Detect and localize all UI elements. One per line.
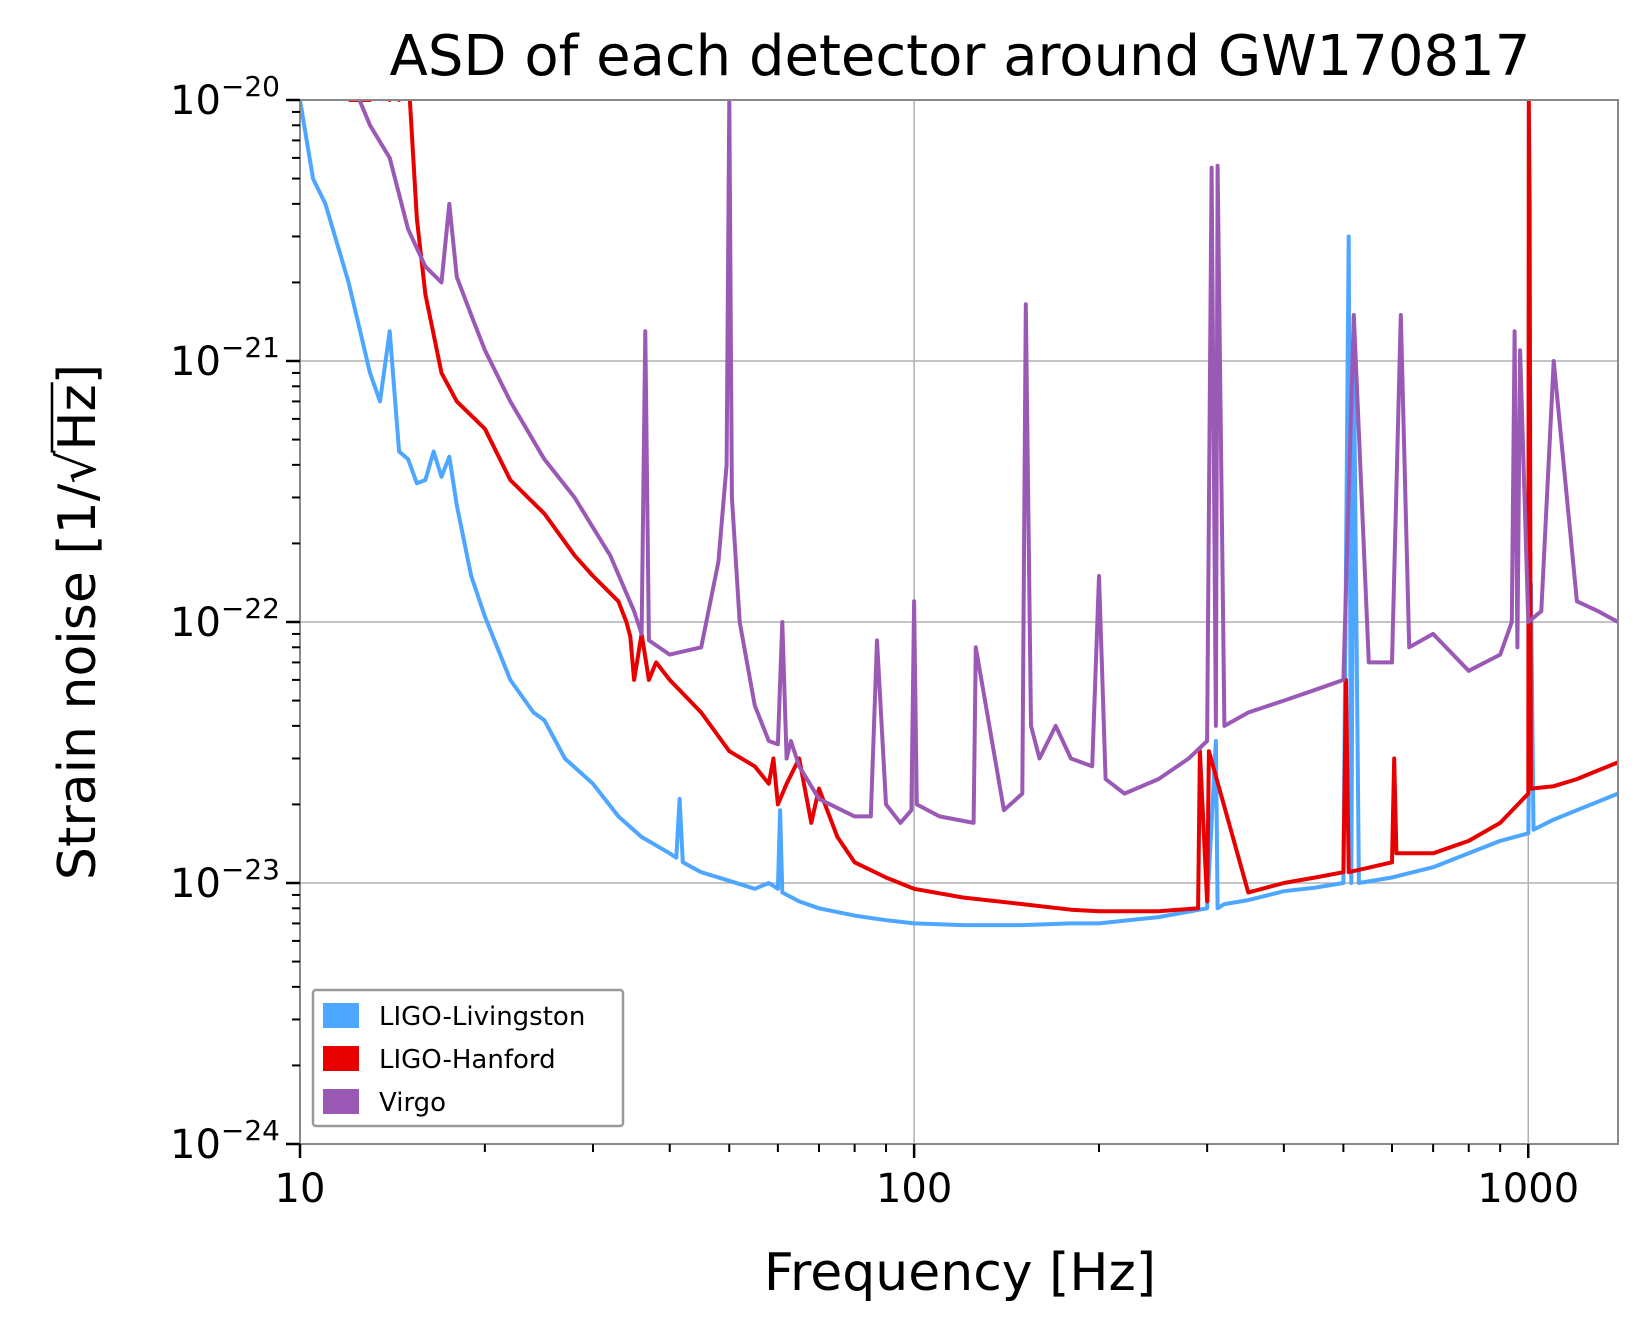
y-axis-label-prefix: Strain noise [1/: [48, 483, 108, 880]
series-line-virgo: [357, 100, 1618, 825]
legend-label-virgo: Virgo: [379, 1088, 446, 1118]
legend-box: [311, 988, 625, 1128]
y-tick-label-2: 10−22: [170, 592, 280, 646]
y-tick-label-4: 10−20: [170, 70, 280, 124]
series-layer: [300, 100, 1618, 928]
chart-title: ASD of each detector around GW170817: [390, 24, 1531, 89]
x-axis-label: Frequency [Hz]: [764, 1243, 1156, 1303]
legend-swatch-hanford: [323, 1046, 359, 1071]
x-tick-label-1: 100: [876, 1166, 952, 1212]
legend-swatch-livingston: [323, 1003, 359, 1028]
legend-swatch-virgo: [323, 1089, 359, 1114]
y-tick-label-1: 10−23: [170, 853, 280, 907]
y-tick-label-0: 10−24: [170, 1114, 280, 1168]
y-tick-label-3: 10−21: [170, 331, 280, 385]
legend-label-livingston: LIGO-Livingston: [379, 1002, 585, 1032]
legend: LIGO-Livingston LIGO-Hanford Virgo: [311, 988, 625, 1128]
ticks: 10 100 1000 10−24 10−23 10−22 10−21 10−20: [170, 70, 1579, 1212]
legend-label-hanford: LIGO-Hanford: [379, 1045, 556, 1075]
series-line-ligo-livingston: [300, 100, 1618, 928]
series-line-ligo-hanford: [348, 100, 1618, 914]
y-axis-label-suffix: ]: [48, 364, 108, 384]
x-tick-label-2: 1000: [1477, 1166, 1579, 1212]
x-tick-label-0: 10: [275, 1166, 326, 1212]
y-axis-label-radical: √: [48, 450, 108, 484]
y-axis-label: Strain noise [1/√Hz]: [48, 364, 108, 880]
svg-text:Strain noise [1/√Hz]: Strain noise [1/√Hz]: [48, 364, 108, 880]
y-axis-label-radicand: Hz: [48, 384, 108, 450]
